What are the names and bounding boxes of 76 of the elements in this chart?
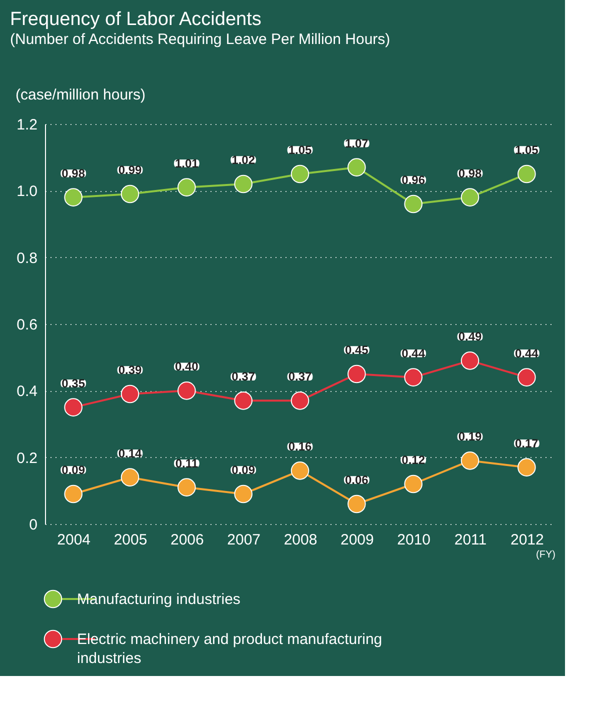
data-label: 1.07 (344, 136, 369, 150)
point (290, 462, 310, 480)
x-tick-label: 2011 (454, 532, 487, 548)
x-tick-label: 2012 (510, 532, 544, 548)
y-tick-label: 1.2 (16, 116, 38, 134)
x-tick-label: 2010 (397, 532, 431, 548)
data-label: 1.01 (174, 156, 199, 170)
data-label: 0.99 (118, 163, 142, 177)
point (404, 194, 422, 214)
point (178, 478, 196, 496)
y-tick-label: 0.8 (16, 250, 38, 267)
data-label: 0.45 (344, 343, 369, 357)
point (290, 392, 310, 410)
x-axis-title: (FY) (536, 550, 556, 560)
data-label: 0.12 (402, 453, 426, 467)
data-label: 0.19 (458, 430, 482, 444)
legend-label: Electric machinery and product manufacturing industries (77, 631, 382, 667)
point (348, 364, 366, 384)
point (404, 368, 422, 386)
point (518, 164, 536, 184)
y-axis-title: (case/million hours) (16, 86, 146, 104)
point (290, 164, 310, 184)
y-tick-label: 1.0 (16, 183, 38, 200)
data-label: 0.11 (175, 456, 198, 470)
point (234, 392, 252, 410)
chart-title: Frequency of Labor Accidents (10, 9, 262, 30)
x-tick-label: 2004 (57, 532, 91, 548)
data-label: 0.98 (458, 166, 482, 180)
x-tick-label: 2007 (227, 532, 261, 548)
point (64, 484, 82, 504)
x-tick-label: 2006 (170, 532, 204, 548)
data-label: 0.49 (458, 330, 482, 344)
data-label: 0.44 (514, 346, 539, 360)
point (460, 352, 480, 370)
data-label: 0.40 (174, 360, 199, 374)
data-label: 0.44 (402, 346, 426, 360)
point (120, 468, 140, 486)
data-label: 0.39 (118, 363, 142, 377)
x-tick-label: 2008 (284, 532, 318, 548)
y-tick-label: 0.2 (16, 450, 38, 467)
y-tick-label: 0.6 (16, 316, 38, 334)
point (518, 458, 536, 476)
y-tick-label: 0 (29, 516, 38, 534)
data-label: 0.06 (344, 473, 369, 487)
x-tick-label: 2005 (114, 532, 148, 548)
point (234, 174, 252, 194)
data-label: 0.37 (288, 370, 312, 384)
data-label: 1.02 (232, 153, 256, 167)
point (178, 178, 196, 196)
data-label: 0.16 (288, 440, 312, 454)
point (460, 188, 480, 206)
point (234, 484, 252, 504)
point (460, 452, 480, 470)
data-label: 0.35 (62, 376, 86, 390)
data-label: 1.05 (514, 143, 539, 157)
point (178, 382, 196, 400)
chart-subtitle: (Number of Accidents Requiring Leave Per Million Hours) (10, 31, 390, 48)
point (64, 188, 82, 206)
legend-label: Manufacturing industries (77, 591, 240, 608)
point (404, 474, 422, 494)
data-label: 1.05 (288, 143, 312, 157)
point (348, 158, 366, 176)
point (348, 494, 366, 514)
x-tick-label: 2009 (340, 532, 374, 548)
point (120, 184, 140, 204)
data-label: 0.98 (62, 166, 86, 180)
data-label: 0.37 (232, 370, 256, 384)
y-tick-label: 0.4 (16, 383, 38, 400)
data-label: 0.14 (118, 446, 142, 460)
data-label: 0.09 (62, 463, 86, 477)
data-label: 0.17 (514, 436, 539, 450)
data-label: 0.96 (402, 173, 426, 187)
point (64, 398, 82, 416)
data-label: 0.09 (232, 463, 256, 477)
point (120, 384, 140, 404)
point (518, 368, 536, 386)
